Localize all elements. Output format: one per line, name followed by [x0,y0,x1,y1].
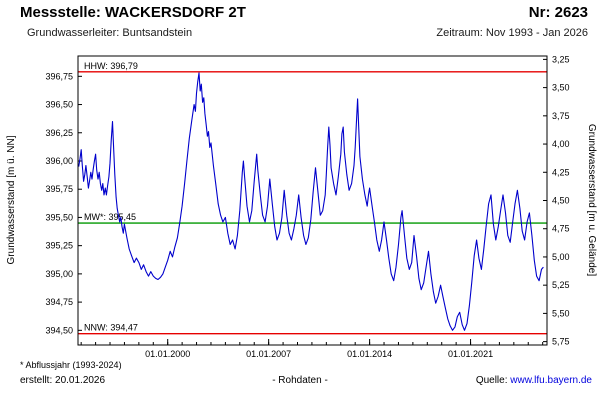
page-title: Messstelle: WACKERSDORF 2T [20,4,246,21]
y-left-tick-label: 396,00 [45,156,73,166]
y-left-tick-label: 395,50 [45,212,73,222]
source-link[interactable]: www.lfu.bayern.de [510,375,592,386]
y-left-tick-label: 395,00 [45,269,73,279]
source-prefix: Quelle: [475,375,508,386]
groundwater-series-line [78,72,544,331]
x-tick-label: 01.01.2021 [448,349,493,359]
y-left-tick-label: 395,25 [45,241,73,251]
y-left-tick-label: 396,50 [45,100,73,110]
y-right-tick-label: 5,00 [552,252,570,262]
source-label: Quelle: www.lfu.bayern.de [476,375,592,386]
x-tick-label: 01.01.2014 [347,349,392,359]
y-right-tick-label: 4,50 [552,196,570,206]
y-right-tick-label: 3,50 [552,83,570,93]
y-right-tick-label: 5,75 [552,337,570,347]
x-tick-label: 01.01.2000 [145,349,190,359]
subheader-row: Grundwasserleiter: Buntsandstein Zeitrau… [0,27,600,39]
aquifer-label: Grundwasserleiter: Buntsandstein [27,27,193,39]
data-type-label: - Rohdaten - [272,375,328,386]
y-right-tick-label: 3,75 [552,111,570,121]
left-axis-title: Grundwasserstand [m ü. NN] [6,135,17,264]
right-axis-title: Grundwasserstand [m u. Gelände] [586,124,597,277]
y-right-tick-label: 5,25 [552,280,570,290]
header-row: Messstelle: WACKERSDORF 2T Nr: 2623 [0,4,600,21]
period-label: Zeitraum: Nov 1993 - Jan 2026 [436,27,588,39]
y-right-tick-label: 4,00 [552,139,570,149]
y-left-tick-label: 394,50 [45,325,73,335]
nnw-reference-label: NNW: 394,47 [84,323,138,333]
y-right-tick-label: 4,75 [552,224,570,234]
mw-reference-label: MW*: 395,45 [84,212,136,222]
y-left-tick-label: 395,75 [45,184,73,194]
y-right-tick-label: 5,50 [552,308,570,318]
created-date-label: erstellt: 20.01.2026 [20,375,106,386]
y-left-tick-label: 396,75 [45,71,73,81]
hhw-reference-label: HHW: 396,79 [84,61,138,71]
plot-border [77,55,548,346]
x-tick-label: 01.01.2007 [246,349,291,359]
y-left-tick-label: 396,25 [45,128,73,138]
station-number: Nr: 2623 [528,4,588,21]
y-right-tick-label: 3,25 [552,54,570,64]
y-left-tick-label: 394,75 [45,297,73,307]
abflussjahr-footnote: * Abflussjahr (1993-2024) [20,360,122,370]
y-right-tick-label: 4,25 [552,167,570,177]
